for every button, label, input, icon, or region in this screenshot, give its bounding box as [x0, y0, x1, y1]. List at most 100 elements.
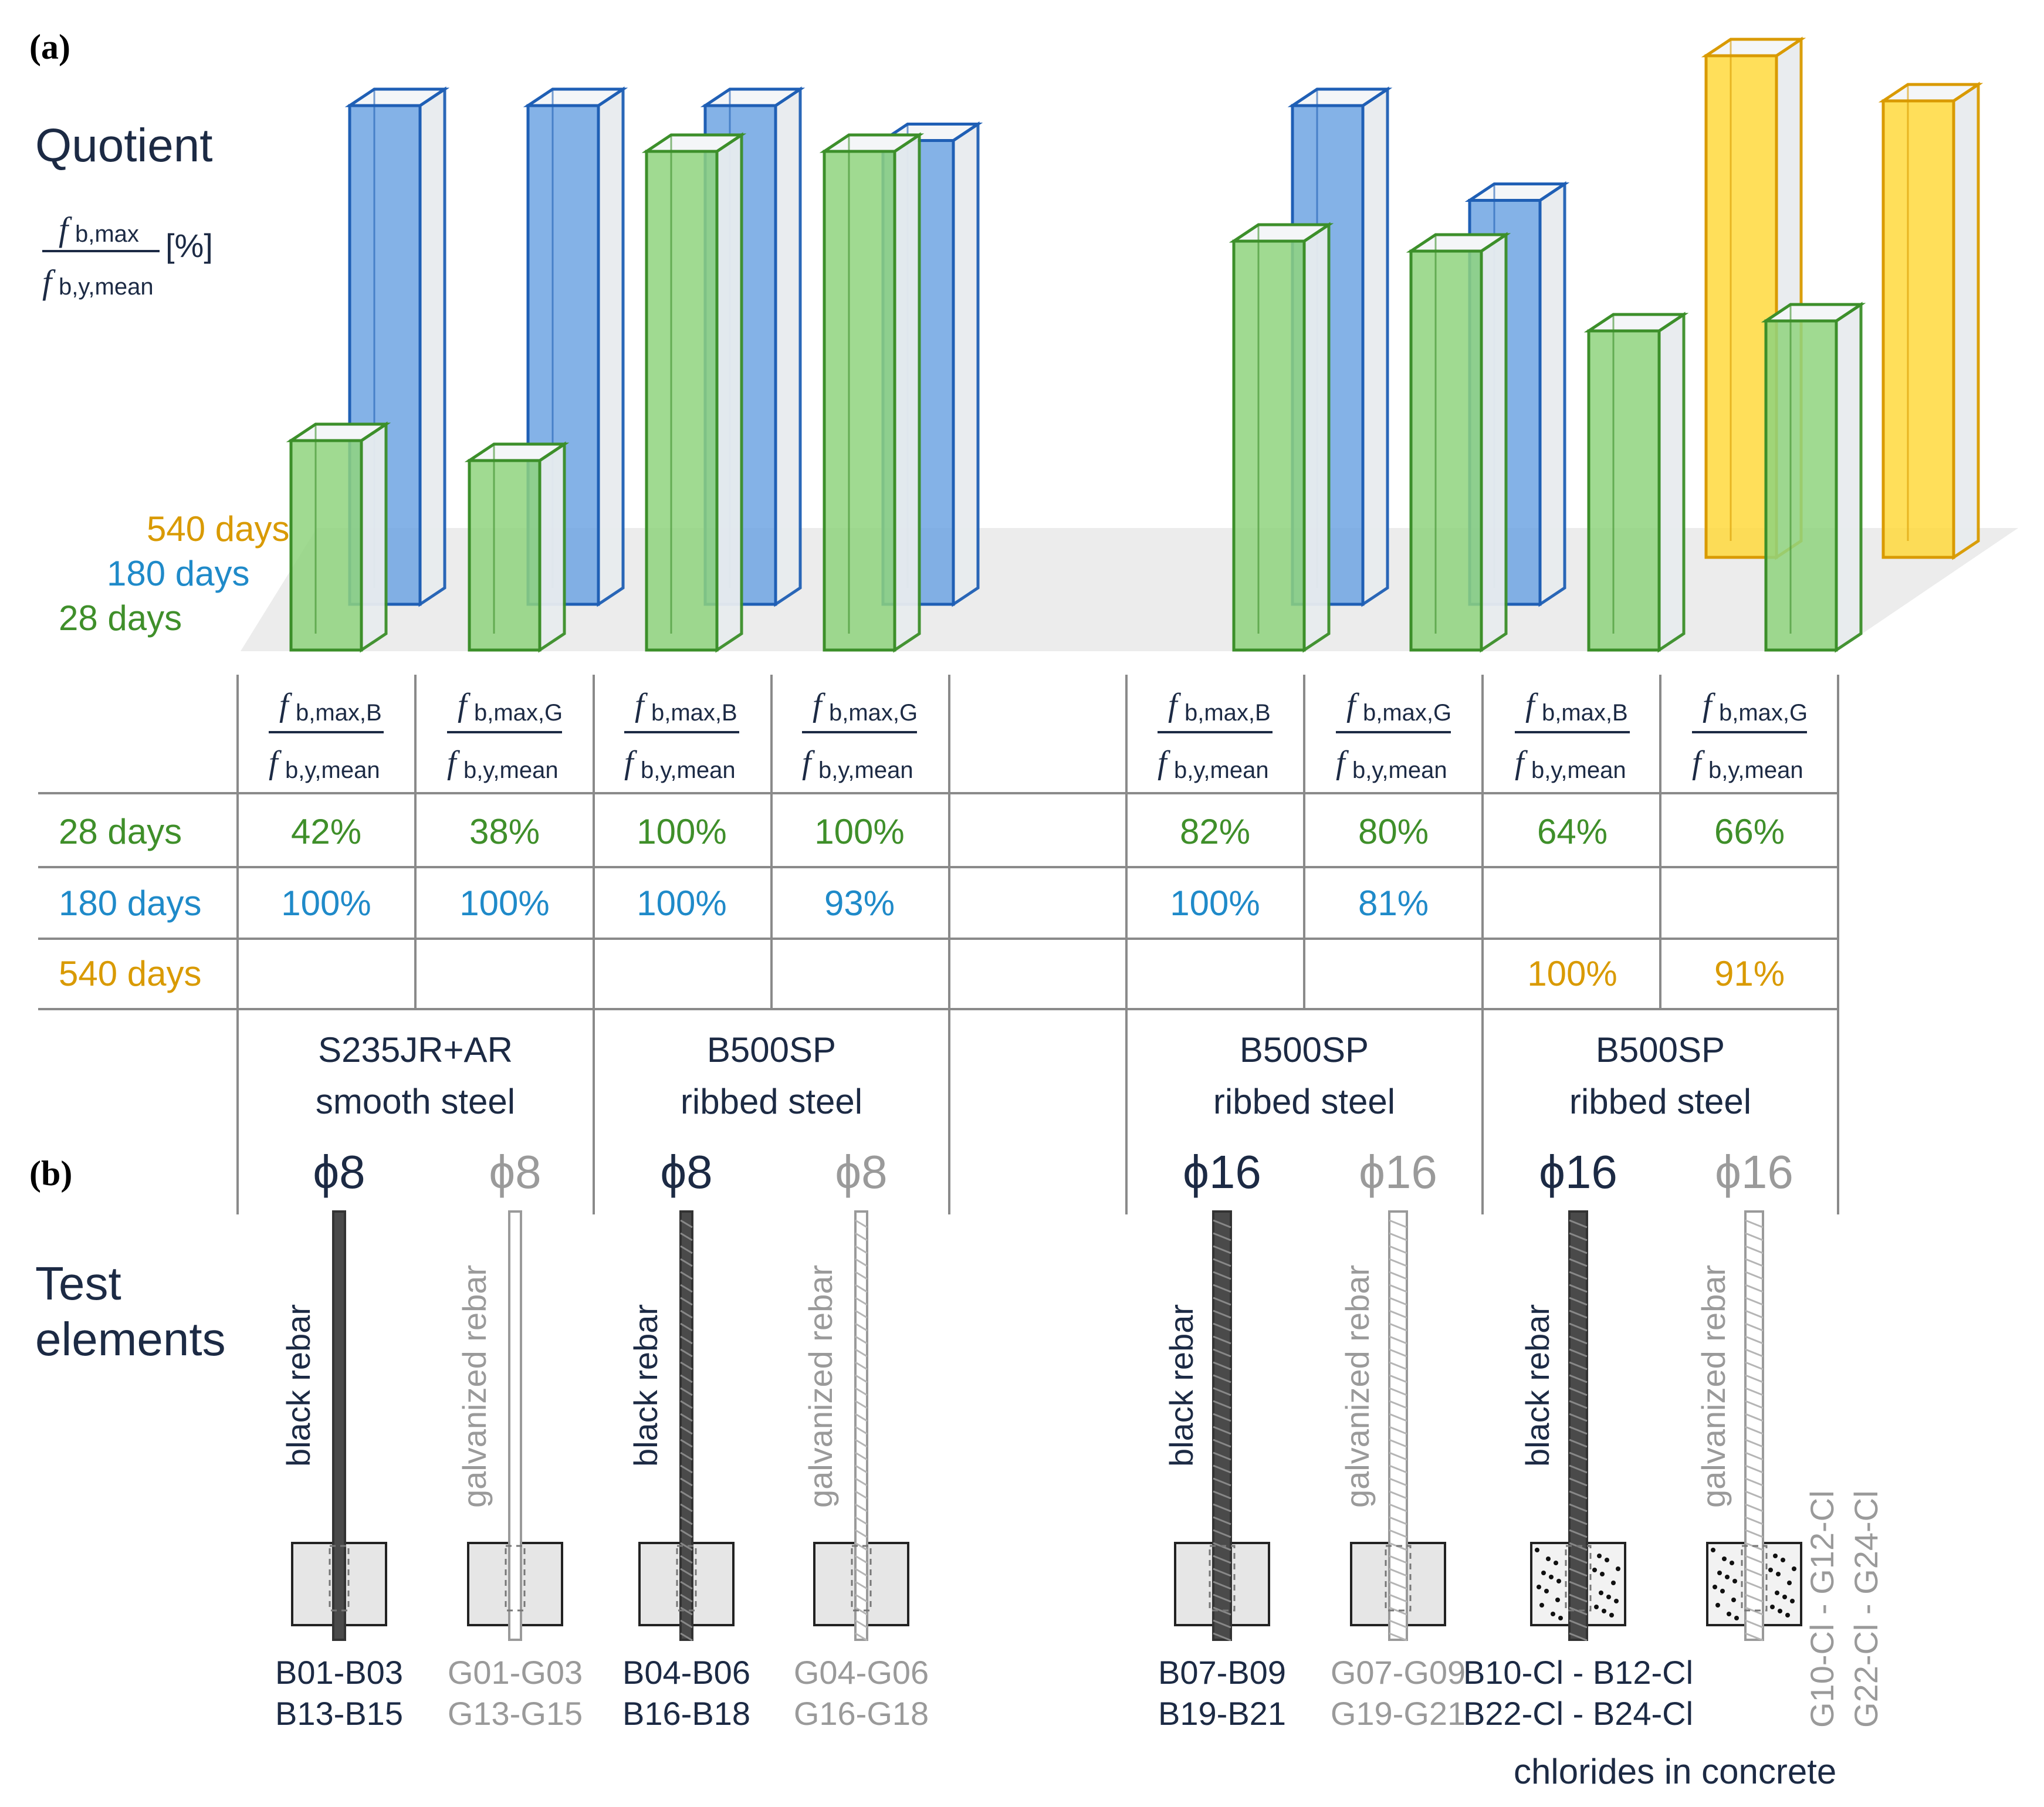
specimen-ids-line1: G04-G06 [794, 1654, 929, 1691]
rebar-rib [1389, 1361, 1407, 1371]
chloride-dot [1611, 1581, 1616, 1585]
chloride-dot [1715, 1603, 1720, 1608]
rebar-rib [1389, 1245, 1407, 1254]
rebar [1388, 1210, 1408, 1641]
test-element-4: ϕ8 galvanized rebar G04-G06 G16-G18 [794, 1146, 929, 1732]
bond-zone [1565, 1545, 1592, 1612]
rebar-rib [1745, 1632, 1764, 1642]
rebar-rib [855, 1232, 868, 1241]
header-den-f: f [1336, 745, 1349, 781]
part-b-label: (b) [29, 1154, 72, 1193]
chloride-dot [1778, 1609, 1782, 1613]
rebar-rib [1569, 1426, 1588, 1435]
header-num-sub: b,max,G [474, 700, 563, 726]
rebar-rib [855, 1335, 868, 1345]
rebar-rib [1389, 1322, 1407, 1332]
rebar-rib [1569, 1258, 1588, 1267]
header-num-f: f [813, 687, 826, 723]
header-num-sub: b,max,B [651, 700, 737, 726]
rebar-rib [1745, 1258, 1764, 1267]
rebar-rib [1213, 1245, 1231, 1254]
specimen-ids-line2: B13-B15 [275, 1695, 403, 1732]
bar-28-days-5-front [1232, 239, 1306, 652]
chloride-dot [1558, 1616, 1563, 1620]
rebar-rib [855, 1477, 868, 1487]
bar-28-days-1-side [360, 421, 388, 653]
rebar-rib [1745, 1232, 1764, 1241]
rebar-rib [1389, 1464, 1407, 1474]
rebar-rib [1745, 1581, 1764, 1590]
legend-180-days: 180 days [107, 554, 250, 593]
bar-28-days-7 [1583, 312, 1689, 653]
rebar-rib [1569, 1581, 1588, 1590]
rebar-rib [1213, 1568, 1231, 1577]
rebar-rib [680, 1361, 693, 1371]
rebar-rib [1745, 1219, 1764, 1229]
rebar-rib [855, 1568, 868, 1577]
rebar-rib [855, 1581, 868, 1590]
chloride-dot [1616, 1566, 1620, 1571]
legend-540-days: 540 days [147, 509, 290, 549]
chloride-dot [1782, 1595, 1787, 1599]
rebar-rib [680, 1400, 693, 1409]
test-elements-label-line1: Test [35, 1257, 121, 1309]
rebar-rib [855, 1606, 868, 1616]
chloride-dot [1768, 1568, 1773, 1572]
rebar-rib [855, 1413, 868, 1422]
rebar-rib [1569, 1477, 1588, 1487]
rebar-rib [1569, 1219, 1588, 1229]
bar-28-days-8-side [1835, 302, 1863, 653]
rebar-rib [1389, 1581, 1407, 1590]
row-3-cell-7: 100% [1527, 954, 1617, 993]
rebar-rib [1745, 1426, 1764, 1435]
chloride-dot [1775, 1591, 1779, 1595]
rebar-rib [1389, 1529, 1407, 1538]
diameter-label: ϕ16 [1715, 1146, 1793, 1198]
rebar-rib [1569, 1619, 1588, 1629]
bar-28-days-6 [1406, 232, 1511, 653]
chloride-dot [1549, 1575, 1554, 1579]
rebar-rib [1745, 1297, 1764, 1306]
chloride-dot [1732, 1579, 1737, 1583]
rebar-rib [1389, 1606, 1407, 1616]
rebar-rib [1745, 1348, 1764, 1358]
rebar-rib [680, 1258, 693, 1267]
group-4-grade: B500SP [1596, 1030, 1725, 1070]
rebar-rib [680, 1426, 693, 1435]
rebar-rib [1213, 1477, 1231, 1487]
chloride-dot [1722, 1556, 1727, 1561]
rebar-rib [1569, 1413, 1588, 1422]
row-1-cell-3: 100% [637, 812, 726, 851]
test-elements-label-line2: elements [35, 1313, 226, 1365]
rebar-rib [1569, 1606, 1588, 1616]
rebar-rib [680, 1271, 693, 1280]
rebar-rib [1569, 1232, 1588, 1241]
rebar-rib [1745, 1606, 1764, 1616]
rebar-rib [1569, 1516, 1588, 1525]
group-2-type: ribbed steel [681, 1082, 862, 1121]
bar-28-days-4-side [893, 132, 921, 653]
chloride-dot [1787, 1581, 1792, 1585]
diameter-label: ϕ16 [1183, 1146, 1261, 1198]
rebar-rib [680, 1219, 693, 1229]
rebar-rib [680, 1413, 693, 1422]
rebar-rib [855, 1309, 868, 1319]
rebar-rib [1745, 1413, 1764, 1422]
specimen-ids-line2: G19-G21 [1331, 1695, 1466, 1732]
rebar-rib [855, 1439, 868, 1448]
rebar-rib [1213, 1464, 1231, 1474]
rebar-rib [1569, 1335, 1588, 1345]
rebar-rib [1745, 1284, 1764, 1293]
chloride-dot [1600, 1572, 1605, 1576]
bar-28-days-4-front [823, 150, 896, 652]
rebar-rib [1569, 1348, 1588, 1358]
header-num-f: f [458, 687, 471, 723]
bar-28-days-8 [1761, 302, 1866, 653]
rebar-rib [855, 1387, 868, 1396]
rebar-rib [1213, 1361, 1231, 1371]
rebar-rib [1389, 1232, 1407, 1241]
rebar-rib [680, 1322, 693, 1332]
rebar-rib [1389, 1439, 1407, 1448]
rebar-rib [1745, 1555, 1764, 1564]
rebar-rib [1389, 1258, 1407, 1267]
